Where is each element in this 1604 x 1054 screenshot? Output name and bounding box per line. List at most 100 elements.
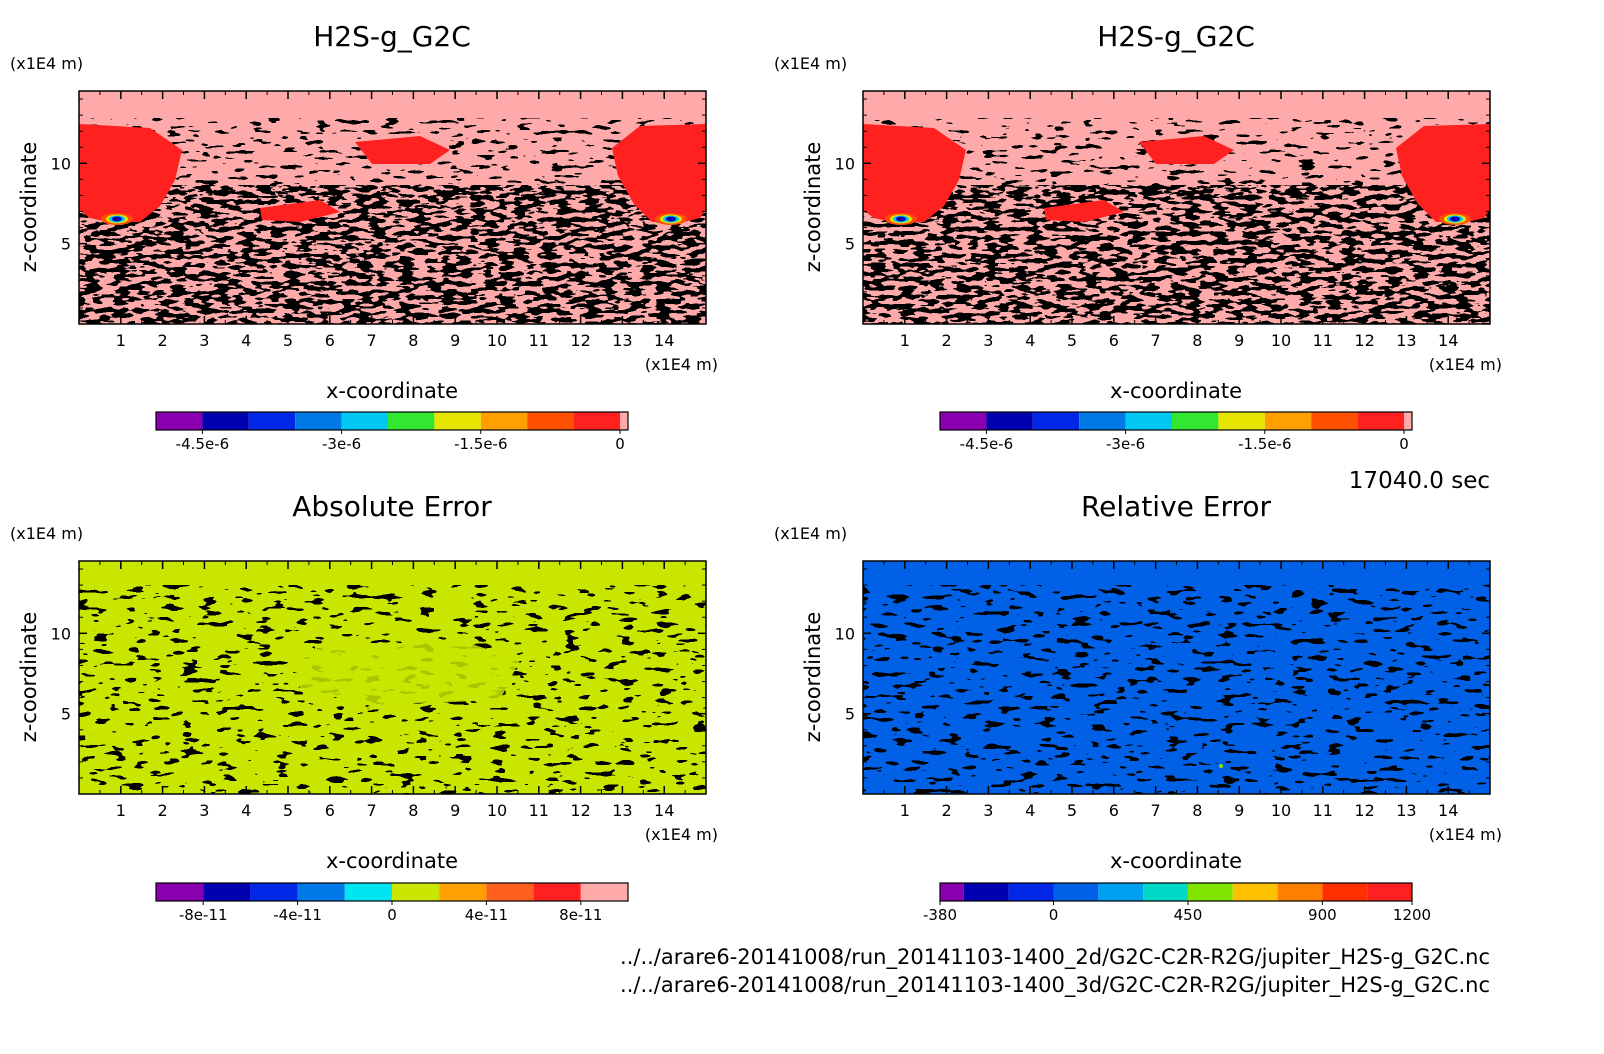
x-tick-label: 7 — [367, 801, 377, 820]
x-tick-label: 7 — [1151, 801, 1161, 820]
outlier-speck — [1219, 764, 1223, 768]
x-tick-label: 14 — [654, 801, 674, 820]
x-tick-label: 12 — [1354, 331, 1374, 350]
x-tick-label: 12 — [570, 801, 590, 820]
colorbar-swatch — [1172, 412, 1219, 430]
y-axis-label: z-coordinate — [17, 142, 41, 273]
colorbar-swatch — [344, 883, 392, 901]
x-tick-label: 3 — [199, 801, 209, 820]
colorbar-swatch — [295, 412, 342, 430]
y-tick-label: 10 — [51, 624, 71, 643]
x-axis-label: x-coordinate — [326, 379, 458, 403]
colorbar-tick-label: -1.5e-6 — [454, 435, 507, 453]
y-tick-label: 10 — [835, 154, 855, 173]
colorbar-swatch — [573, 412, 620, 430]
x-tick-label: 12 — [1354, 801, 1374, 820]
colorbar-tick-label: 900 — [1308, 906, 1337, 924]
x-tick-label: 6 — [1109, 801, 1119, 820]
colorbar-tick-label: 1200 — [1393, 906, 1431, 924]
panel-title: H2S-g_G2C — [1097, 20, 1255, 53]
colorbar-tick-label: -3e-6 — [1106, 435, 1145, 453]
y-tick-label: 5 — [61, 235, 71, 254]
colorbar-swatch — [1079, 412, 1126, 430]
colorbar-swatch — [480, 412, 528, 430]
x-tick-label: 9 — [1234, 801, 1244, 820]
colorbar-tick-label: 450 — [1174, 906, 1203, 924]
x-axis-label: x-coordinate — [326, 849, 458, 873]
mid-patch — [1044, 200, 1124, 222]
x-unit-label: (x1E4 m) — [1429, 825, 1502, 844]
x-tick-label: 7 — [367, 331, 377, 350]
colorbar-swatch — [1232, 883, 1278, 901]
x-ticks: 1 2 3 4 5 6 7 8 9 10 11 12 13 14 — [883, 91, 1470, 350]
colorbar-swatch — [533, 883, 581, 901]
mid-patch — [260, 200, 340, 222]
y-tick-label: 10 — [835, 624, 855, 643]
colorbar-swatch — [156, 883, 204, 901]
colorbar-swatch-top — [1404, 412, 1412, 430]
y-tick-label: 5 — [845, 235, 855, 254]
x-tick-label: 3 — [199, 331, 209, 350]
plot-area — [862, 90, 1491, 325]
colorbar-swatch — [156, 412, 203, 430]
colorbar-tick-label: -380 — [923, 906, 957, 924]
x-tick-label: 6 — [325, 801, 335, 820]
x-unit-label: (x1E4 m) — [645, 825, 718, 844]
x-tick-label: 10 — [487, 331, 507, 350]
x-tick-label: 13 — [612, 801, 632, 820]
x-tick-label: 4 — [241, 331, 251, 350]
x-tick-label: 14 — [1438, 801, 1458, 820]
x-tick-label: 4 — [1025, 331, 1035, 350]
x-ticks: 1 2 3 4 5 6 7 8 9 10 11 12 13 14 — [99, 91, 686, 350]
x-tick-label: 1 — [116, 801, 126, 820]
y-unit-label: (x1E4 m) — [10, 524, 83, 543]
colorbar-tick-label: -4.5e-6 — [960, 435, 1013, 453]
colorbar-swatch — [1008, 883, 1054, 901]
upper-patch — [1139, 136, 1234, 164]
colorbar-swatch — [580, 883, 628, 901]
colorbar-tick-label: 4e-11 — [465, 906, 508, 924]
y-unit-label: (x1E4 m) — [10, 54, 83, 73]
colorbar-swatch — [527, 412, 574, 430]
colorbar-swatch — [1125, 412, 1172, 430]
field-noise-layer — [863, 585, 1490, 794]
panel-bottom-left: Absolute Error (x1E4 m) z-coordinate x-c… — [10, 490, 718, 924]
colorbar-tick-label: 8e-11 — [559, 906, 602, 924]
x-tick-label: 11 — [529, 801, 549, 820]
y-ticks: 5 10 — [51, 98, 706, 309]
plot-area — [78, 90, 707, 325]
colorbar-swatch — [248, 412, 296, 430]
x-tick-label: 8 — [1192, 801, 1202, 820]
x-tick-label: 10 — [1271, 801, 1291, 820]
panel-title: Absolute Error — [292, 490, 492, 523]
colorbar-swatch — [1322, 883, 1368, 901]
y-axis-label: z-coordinate — [17, 612, 41, 743]
right-dense-region — [612, 124, 706, 222]
x-tick-label: 10 — [1271, 331, 1291, 350]
y-axis-label: z-coordinate — [801, 142, 825, 273]
colorbar-swatch — [940, 883, 964, 901]
colorbar-tick-label: 0 — [615, 435, 625, 453]
colorbar-swatch — [986, 412, 1033, 430]
panel-bottom-right: Relative Error (x1E4 m) z-coordinate x-c… — [774, 490, 1502, 924]
colorbar-tick-label: -1.5e-6 — [1238, 435, 1291, 453]
x-tick-label: 5 — [1067, 801, 1077, 820]
left-plume — [885, 213, 917, 225]
colorbar-swatch — [392, 883, 440, 901]
colorbar-frame — [939, 882, 1413, 902]
colorbar-tick-label: -4e-11 — [273, 906, 322, 924]
plot-area — [78, 560, 707, 795]
x-tick-label: 5 — [283, 801, 293, 820]
y-ticks: 5 10 — [835, 568, 1490, 779]
panel-title: H2S-g_G2C — [313, 20, 471, 53]
x-tick-label: 2 — [942, 801, 952, 820]
x-tick-label: 3 — [983, 331, 993, 350]
colorbar-swatch — [1357, 412, 1404, 430]
colorbar-tick-label: -3e-6 — [322, 435, 361, 453]
x-tick-label: 5 — [283, 331, 293, 350]
x-tick-label: 8 — [1192, 331, 1202, 350]
panel-top-left: H2S-g_G2C (x1E4 m) z-coordinate x-coordi… — [10, 20, 718, 453]
colorbar: -380 0 450 900 1200 — [923, 882, 1431, 924]
y-ticks: 5 10 — [835, 98, 1490, 309]
